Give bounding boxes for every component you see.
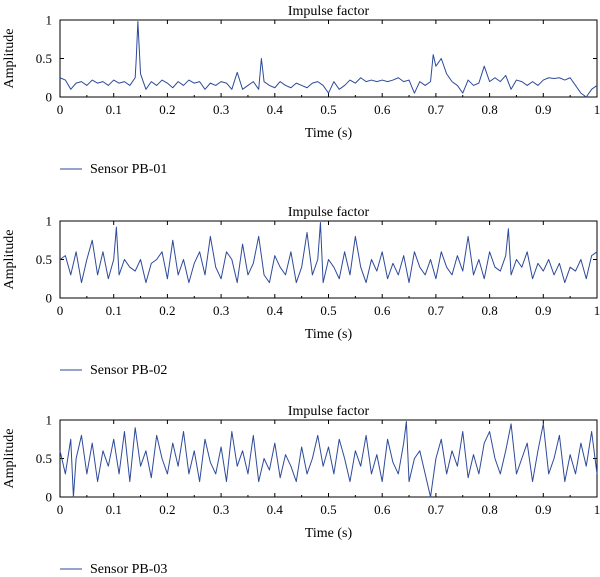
series-line-1 [59, 21, 598, 98]
x-axis-label: Time (s) [305, 126, 353, 141]
chart-title: Impulse factor [288, 205, 370, 220]
x-tick-label: 1 [594, 102, 600, 117]
x-tick-label: 1 [594, 303, 600, 318]
x-tick-label: 0.9 [535, 502, 551, 517]
x-tick-label: 0.5 [320, 303, 336, 318]
series-line-1 [59, 222, 598, 284]
x-tick-label: 0.2 [159, 502, 175, 517]
x-tick-label: 0.4 [267, 102, 284, 117]
y-tick-label: 0 [46, 90, 53, 105]
x-tick-label: 0.1 [106, 502, 122, 517]
y-tick-label: 0.5 [36, 252, 52, 267]
x-tick-label: 0 [57, 102, 64, 117]
y-tick-label: 0 [46, 490, 53, 505]
legend-label: Sensor PB-02 [90, 363, 167, 378]
x-tick-label: 0.7 [428, 102, 445, 117]
chart-title: Impulse factor [288, 404, 370, 419]
plot-frame [59, 19, 598, 98]
legend-label: Sensor PB-03 [90, 562, 167, 577]
y-tick-label: 0.5 [36, 51, 52, 66]
series-line-1 [59, 421, 598, 498]
x-tick-label: 0.2 [159, 303, 175, 318]
x-tick-label: 0.6 [374, 102, 391, 117]
x-tick-label: 0.3 [213, 303, 229, 318]
x-tick-label: 0.2 [159, 102, 175, 117]
x-tick-label: 0.5 [320, 502, 336, 517]
x-tick-label: 1 [594, 502, 600, 517]
x-tick-label: 0.7 [428, 303, 445, 318]
x-tick-label: 0.4 [267, 303, 284, 318]
x-tick-label: 0.3 [213, 502, 229, 517]
chart-panel-1: Impulse factor 0 0.1 0.2 0.3 0.4 0.5 0.6 0.7 0.8 0… [2, 4, 600, 177]
y-tick-label: 0 [46, 291, 53, 306]
x-tick-label: 0.9 [535, 102, 551, 117]
plot-frame [59, 419, 598, 498]
x-tick-label: 0.6 [374, 502, 391, 517]
x-axis-label: Time (s) [305, 327, 353, 342]
legend-label: Sensor PB-01 [90, 162, 167, 177]
chart-title: Impulse factor [288, 4, 370, 19]
x-tick-label: 0.1 [106, 102, 122, 117]
x-tick-label: 0.8 [481, 303, 497, 318]
y-tick-label: 1 [46, 214, 53, 229]
chart-panel-2: Impulse factor 0 0.1 0.2 0.3 0.4 0.5 0.6 0.7 0.8 0… [2, 205, 600, 378]
x-tick-label: 0.3 [213, 102, 229, 117]
y-axis-label: Amplitude [2, 429, 17, 489]
y-axis-label: Amplitude [2, 29, 17, 89]
x-tick-label: 0.7 [428, 502, 445, 517]
y-tick-label: 1 [46, 13, 53, 28]
x-tick-label: 0.5 [320, 102, 336, 117]
y-tick-label: 1 [46, 413, 53, 428]
x-tick-label: 0.9 [535, 303, 551, 318]
x-tick-label: 0.1 [106, 303, 122, 318]
x-axis-label: Time (s) [305, 526, 353, 541]
x-tick-label: 0.4 [267, 502, 284, 517]
x-tick-label: 0 [57, 502, 64, 517]
x-tick-label: 0.8 [481, 102, 497, 117]
y-tick-label: 0.5 [36, 451, 52, 466]
x-tick-label: 0.6 [374, 303, 391, 318]
y-axis-label: Amplitude [2, 230, 17, 290]
x-tick-label: 0.8 [481, 502, 497, 517]
chart-panel-3: Impulse factor 0 0.1 0.2 0.3 0.4 0.5 0.6 0.7 0.8 0… [2, 404, 600, 577]
x-tick-label: 0 [57, 303, 64, 318]
